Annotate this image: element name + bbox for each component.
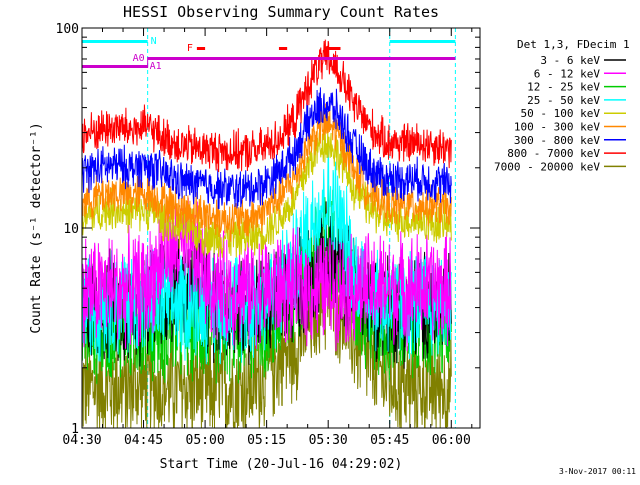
flare-mark — [278, 47, 288, 50]
x-tick-label: 05:45 — [370, 433, 409, 448]
flare-label: F — [187, 43, 193, 54]
x-tick-label: 05:00 — [186, 433, 225, 448]
attenuator-label-a1: A1 — [150, 61, 162, 72]
series-line-5 — [81, 103, 452, 242]
x-tick-label: 05:15 — [247, 433, 286, 448]
legend-label: 50 - 100 keV — [521, 107, 601, 120]
y-tick-label: 100 — [56, 22, 79, 37]
plot-area: N A0 A1 F — [81, 28, 456, 429]
series-line-1 — [81, 197, 452, 352]
x-tick-label: 05:30 — [309, 433, 348, 448]
x-axis-label: Start Time (20-Jul-16 04:29:02) — [160, 457, 403, 472]
legend-label: 3 - 6 keV — [540, 54, 600, 67]
night-bar — [82, 40, 148, 43]
y-axis-label: Count Rate (s⁻¹ detector⁻¹) — [29, 122, 44, 333]
chart-title: HESSI Observing Summary Count Rates — [123, 3, 439, 21]
night-bar — [389, 40, 456, 43]
series-line-6 — [81, 87, 452, 210]
legend-label: 800 - 7000 keV — [507, 147, 600, 160]
night-label: N — [151, 36, 157, 47]
legend-label: 7000 - 20000 keV — [494, 160, 600, 173]
flare-mark — [328, 47, 341, 50]
axes: 04:30 04:45 05:00 05:15 05:30 05:45 06:00 1 10 10… — [56, 22, 481, 448]
legend-header: Det 1,3, FDecim 1 — [517, 38, 630, 51]
y-tick-label: 10 — [63, 222, 79, 237]
attenuator-bar-a0 — [82, 65, 148, 68]
x-tick-label: 06:00 — [432, 433, 471, 448]
x-tick-label: 04:30 — [62, 433, 101, 448]
legend-label: 12 - 25 keV — [527, 81, 600, 94]
legend-label: 6 - 12 keV — [534, 67, 601, 80]
attenuator-bar-a1 — [147, 57, 456, 60]
x-tick-label: 04:45 — [124, 433, 163, 448]
legend-label: 300 - 800 keV — [514, 134, 600, 147]
legend-label: 25 - 50 keV — [527, 94, 600, 107]
footer-date: 3-Nov-2017 00:11 — [559, 467, 636, 476]
flare-mark — [196, 47, 206, 50]
attenuator-label-a0: A0 — [133, 53, 145, 64]
y-tick-label: 1 — [71, 422, 79, 437]
series-line-7 — [81, 39, 452, 173]
legend-label: 100 - 300 keV — [514, 121, 600, 134]
